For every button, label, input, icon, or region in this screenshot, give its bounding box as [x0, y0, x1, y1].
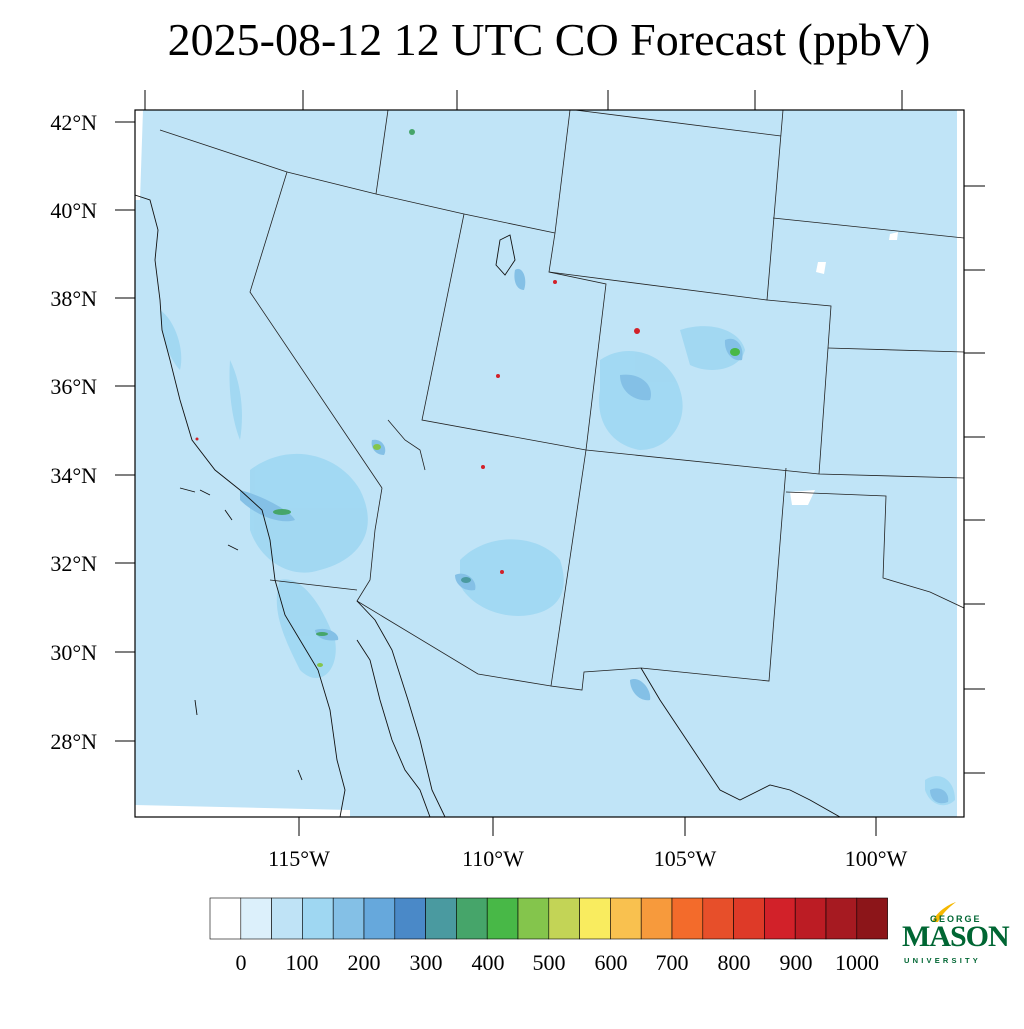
lat-label: 40°N: [50, 198, 97, 223]
fire-hotspots: [195, 280, 640, 574]
colorbar-label: 300: [410, 950, 443, 975]
map-frame: [134, 109, 965, 818]
lat-label: 32°N: [50, 551, 97, 576]
lat-label: 28°N: [50, 729, 97, 754]
logo-line1: GEORGE: [930, 914, 982, 924]
colorbar-label: 500: [533, 950, 566, 975]
lon-label: 100°W: [845, 846, 908, 871]
longitude-labels: 115°W 110°W 105°W 100°W: [268, 846, 907, 871]
colorbar-label: 100: [286, 950, 319, 975]
colorbar-swatch: [702, 897, 734, 940]
colorbar-label: 400: [472, 950, 505, 975]
colorbar-swatch: [332, 897, 365, 940]
colorbar-swatch: [825, 897, 858, 940]
logo-line3: UNIVERSITY: [904, 956, 982, 965]
lon-label: 115°W: [268, 846, 330, 871]
colorbar-swatch: [271, 897, 303, 940]
forecast-field-background: [135, 110, 964, 817]
colorbar-swatch: [579, 897, 611, 940]
lat-label: 36°N: [50, 374, 97, 399]
axis-ticks: [115, 90, 985, 836]
colorbar-swatch: [209, 897, 242, 940]
lon-label: 105°W: [654, 846, 717, 871]
lat-label: 30°N: [50, 640, 97, 665]
colorbar-label: 0: [236, 950, 247, 975]
colorbar-swatch: [363, 897, 396, 940]
colorbar-label: 1000: [835, 950, 879, 975]
coastlines: [135, 194, 841, 817]
colorbar-label: 200: [348, 950, 381, 975]
colorbar-swatch: [640, 897, 673, 940]
colorbar-swatch: [425, 897, 457, 940]
logo-swoosh-icon: [932, 902, 956, 922]
colorbar-swatch: [456, 897, 488, 940]
map-title: 2025-08-12 12 UTC CO Forecast (ppbV): [167, 14, 931, 65]
lat-label: 38°N: [50, 286, 97, 311]
colorbar-swatch: [486, 897, 519, 940]
colorbar-swatch: [394, 897, 426, 940]
colorbar-swatch: [240, 897, 272, 940]
latitude-labels: 42°N 40°N 38°N 36°N 34°N 32°N 30°N 28°N: [50, 110, 97, 754]
colorbar-swatch: [671, 897, 704, 940]
missing-data-patches: [135, 110, 964, 817]
state-boundaries: [159, 110, 964, 691]
lon-label: 110°W: [462, 846, 524, 871]
university-logo: GEORGE MASON UNIVERSITY: [898, 900, 1010, 970]
colorbar-swatch: [764, 897, 796, 940]
colorbar: [209, 897, 888, 940]
colorbar-swatch: [517, 897, 550, 940]
colorbar-labels: 0 100 200 300 400 500 600 700 800 900 10…: [236, 950, 880, 975]
concentration-areas: [160, 310, 955, 806]
colorbar-swatch: [548, 897, 580, 940]
colorbar-swatch: [794, 897, 827, 940]
colorbar-label: 800: [718, 950, 751, 975]
lat-label: 34°N: [50, 463, 97, 488]
colorbar-label: 600: [595, 950, 628, 975]
high-concentration-spots: [273, 129, 740, 667]
colorbar-swatch: [733, 897, 765, 940]
colorbar-swatch: [302, 897, 334, 940]
colorbar-swatch: [610, 897, 642, 940]
logo-line2: MASON: [902, 920, 1010, 953]
lat-label: 42°N: [50, 110, 97, 135]
colorbar-label: 900: [780, 950, 813, 975]
colorbar-label: 700: [656, 950, 689, 975]
colorbar-swatch: [856, 897, 888, 940]
